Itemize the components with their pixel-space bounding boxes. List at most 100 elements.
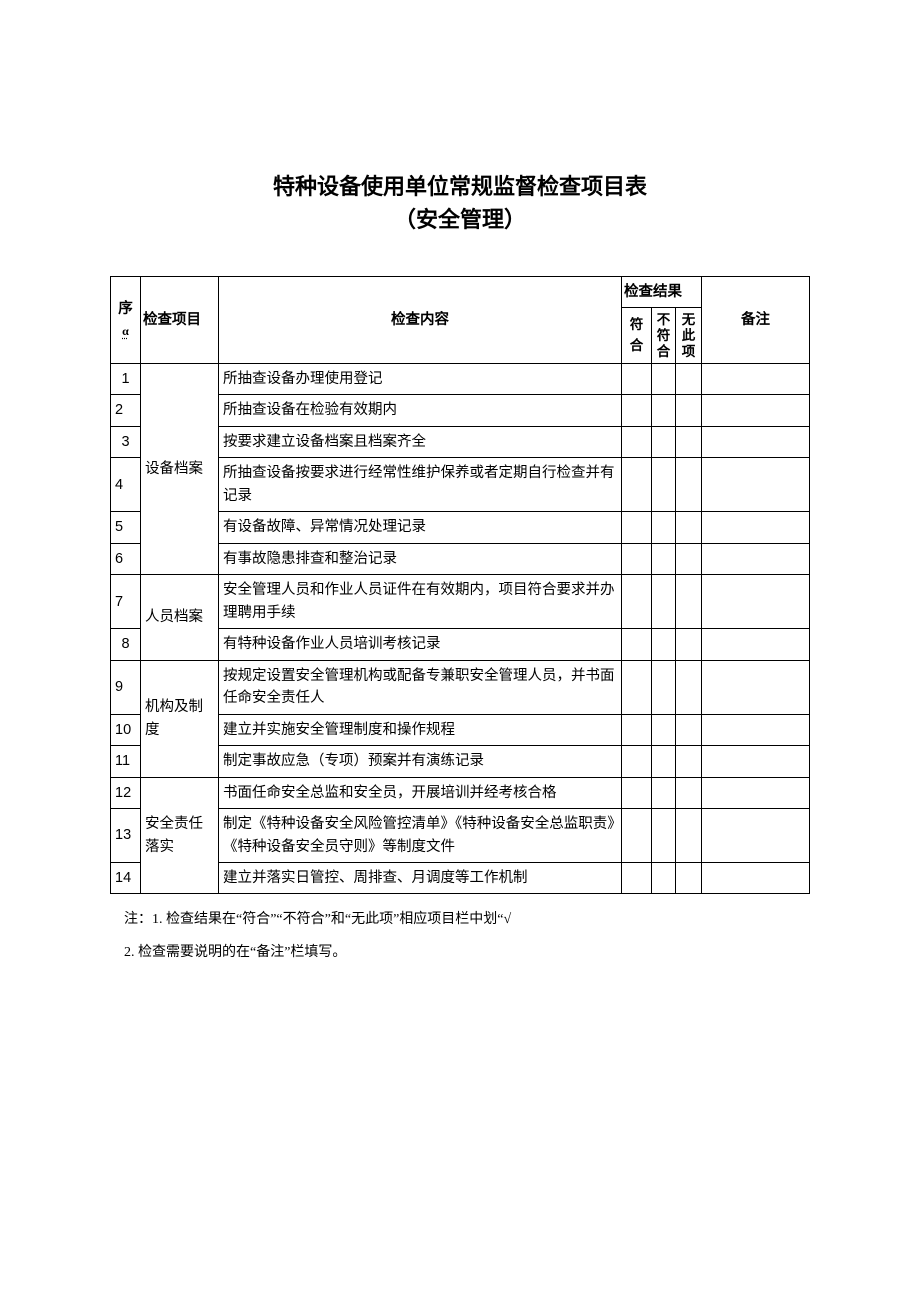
result-cell — [651, 660, 675, 714]
seq-cell: 10 — [111, 714, 141, 745]
note-2: 2. 检查需要说明的在“备注”栏填写。 — [124, 937, 810, 969]
result-cell — [621, 512, 651, 543]
result-cell — [621, 364, 651, 395]
table-body: 1设备档案所抽查设备办理使用登记2所抽查设备在检验有效期内3按要求建立设备档案且… — [111, 364, 810, 894]
seq-cell: 9 — [111, 660, 141, 714]
result-cell — [675, 809, 701, 863]
remark-cell — [702, 777, 810, 808]
content-cell: 建立并实施安全管理制度和操作规程 — [219, 714, 622, 745]
result-cell — [651, 512, 675, 543]
title-line-2: （安全管理） — [110, 203, 810, 236]
header-result-yes: 符合 — [621, 308, 651, 364]
result-cell — [621, 426, 651, 457]
result-cell — [621, 714, 651, 745]
result-cell — [675, 575, 701, 629]
header-result-na-1: 无 — [680, 312, 697, 328]
result-cell — [651, 809, 675, 863]
content-cell: 有设备故障、异常情况处理记录 — [219, 512, 622, 543]
header-result-group: 检查结果 — [621, 277, 701, 308]
remark-cell — [702, 458, 810, 512]
remark-cell — [702, 512, 810, 543]
remark-cell — [702, 746, 810, 777]
item-cell: 机构及制度 — [141, 660, 219, 777]
title-block: 特种设备使用单位常规监督检查项目表 （安全管理） — [110, 170, 810, 236]
result-cell — [675, 512, 701, 543]
result-cell — [621, 746, 651, 777]
inspection-table: 序α 检查项目 检查内容 检查结果 备注 符合 不 符 合 无 此 项 — [110, 276, 810, 894]
header-result-no-3: 合 — [656, 344, 671, 360]
result-cell — [675, 458, 701, 512]
seq-cell: 6 — [111, 543, 141, 574]
result-cell — [675, 746, 701, 777]
remark-cell — [702, 364, 810, 395]
table-row: 9机构及制度按规定设置安全管理机构或配备专兼职安全管理人员，并书面任命安全责任人 — [111, 660, 810, 714]
header-seq: 序α — [111, 277, 141, 364]
result-cell — [651, 714, 675, 745]
seq-cell: 14 — [111, 862, 141, 893]
title-line-1: 特种设备使用单位常规监督检查项目表 — [110, 170, 810, 203]
result-cell — [675, 395, 701, 426]
result-cell — [621, 777, 651, 808]
seq-cell: 13 — [111, 809, 141, 863]
table-row: 12安全责任落实书面任命安全总监和安全员，开展培训并经考核合格 — [111, 777, 810, 808]
item-cell: 安全责任落实 — [141, 777, 219, 894]
header-result-na-3: 项 — [680, 344, 697, 360]
result-cell — [675, 714, 701, 745]
table-row: 1设备档案所抽查设备办理使用登记 — [111, 364, 810, 395]
remark-cell — [702, 543, 810, 574]
header-result-na: 无 此 项 — [675, 308, 701, 364]
content-cell: 按要求建立设备档案且档案齐全 — [219, 426, 622, 457]
remark-cell — [702, 575, 810, 629]
result-cell — [621, 543, 651, 574]
remark-cell — [702, 714, 810, 745]
seq-cell: 4 — [111, 458, 141, 512]
content-cell: 建立并落实日管控、周排查、月调度等工作机制 — [219, 862, 622, 893]
result-cell — [675, 777, 701, 808]
header-seq-prefix: 序 — [118, 301, 133, 317]
result-cell — [621, 862, 651, 893]
item-cell: 设备档案 — [141, 364, 219, 575]
document-page: 特种设备使用单位常规监督检查项目表 （安全管理） 序α 检查项目 检查内容 检查… — [0, 0, 920, 1029]
content-cell: 制定《特种设备安全风险管控清单》《特种设备安全总监职责》《特种设备安全员守则》等… — [219, 809, 622, 863]
result-cell — [651, 395, 675, 426]
result-cell — [621, 458, 651, 512]
content-cell: 制定事故应急（专项）预案并有演练记录 — [219, 746, 622, 777]
seq-cell: 8 — [111, 629, 141, 660]
content-cell: 有事故隐患排查和整治记录 — [219, 543, 622, 574]
seq-cell: 3 — [111, 426, 141, 457]
result-cell — [651, 458, 675, 512]
result-cell — [675, 629, 701, 660]
result-cell — [675, 543, 701, 574]
content-cell: 所抽查设备按要求进行经常性维护保养或者定期自行检查并有记录 — [219, 458, 622, 512]
remark-cell — [702, 629, 810, 660]
seq-cell: 5 — [111, 512, 141, 543]
result-cell — [621, 629, 651, 660]
result-cell — [621, 809, 651, 863]
result-cell — [651, 364, 675, 395]
result-cell — [621, 575, 651, 629]
seq-cell: 12 — [111, 777, 141, 808]
content-cell: 安全管理人员和作业人员证件在有效期内，项目符合要求并办理聘用手续 — [219, 575, 622, 629]
header-result-no: 不 符 合 — [651, 308, 675, 364]
item-cell: 人员档案 — [141, 575, 219, 660]
header-result-no-2: 符 — [656, 328, 671, 344]
note-1: 注：1. 检查结果在“符合”“不符合”和“无此项”相应项目栏中划“√ — [124, 904, 810, 936]
result-cell — [651, 862, 675, 893]
remark-cell — [702, 426, 810, 457]
result-cell — [675, 426, 701, 457]
seq-cell: 1 — [111, 364, 141, 395]
result-cell — [651, 575, 675, 629]
seq-cell: 2 — [111, 395, 141, 426]
result-cell — [651, 629, 675, 660]
header-result-na-2: 此 — [680, 328, 697, 344]
result-cell — [675, 364, 701, 395]
result-cell — [651, 746, 675, 777]
seq-cell: 11 — [111, 746, 141, 777]
seq-cell: 7 — [111, 575, 141, 629]
remark-cell — [702, 395, 810, 426]
result-cell — [621, 660, 651, 714]
result-cell — [651, 543, 675, 574]
header-remark: 备注 — [702, 277, 810, 364]
notes-block: 注：1. 检查结果在“符合”“不符合”和“无此项”相应项目栏中划“√ 2. 检查… — [110, 904, 810, 968]
result-cell — [675, 660, 701, 714]
